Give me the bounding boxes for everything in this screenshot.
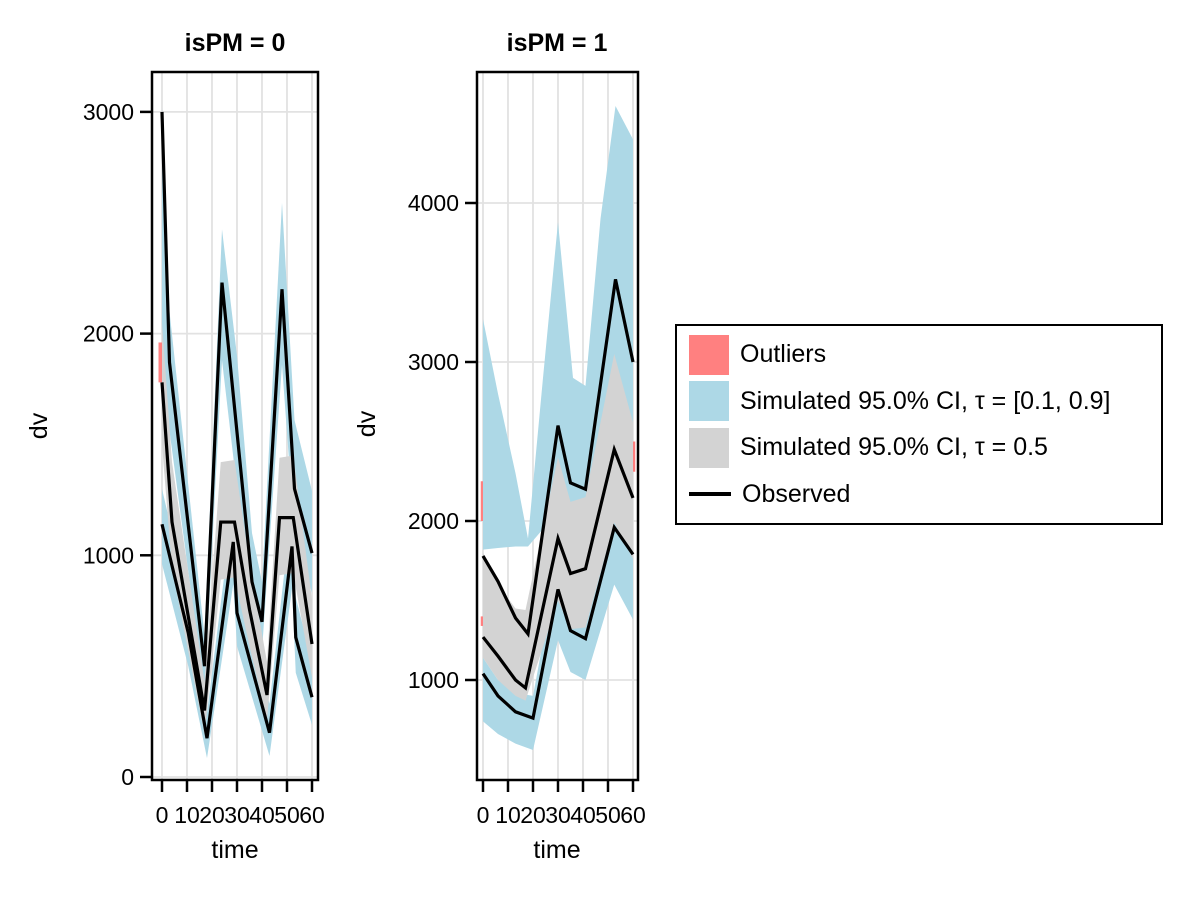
legend-item-label: Simulated 95.0% CI, τ = 0.5 [740, 433, 1048, 462]
observed-p90-line [481, 278, 635, 638]
legend-item-outliers: Outliers [689, 333, 1155, 377]
y-tick-label: 3000 [83, 99, 134, 125]
x-tick-label: 30 [545, 802, 571, 828]
x-tick-label: 20 [520, 802, 546, 828]
legend: Outliers Simulated 95.0% CI, τ = [0.1, 0… [675, 324, 1163, 525]
legend-item-ci-outer: Simulated 95.0% CI, τ = [0.1, 0.9] [689, 379, 1155, 423]
y-axis-label-left: dv [25, 412, 53, 440]
observed-line-swatch-icon [689, 492, 731, 497]
y-tick-label: 1000 [408, 667, 459, 693]
x-tick-label: 60 [620, 802, 646, 828]
x-tick-label: 30 [224, 802, 250, 828]
ci-median-swatch-icon [689, 427, 729, 468]
ci-outer-swatch-icon [689, 381, 729, 422]
y-tick-label: 2000 [408, 508, 459, 534]
y-tick-label: 3000 [408, 349, 459, 375]
x-tick-label: 50 [595, 802, 621, 828]
y-axis-label-right: dv [353, 410, 381, 438]
y-tick-label: 4000 [408, 190, 459, 216]
legend-item-label: Simulated 95.0% CI, τ = [0.1, 0.9] [740, 386, 1111, 415]
simulated-ci-tau-50-band [483, 354, 633, 701]
simulated-ci-tau-10-band [483, 481, 633, 750]
x-tick-label: 10 [495, 802, 521, 828]
outlier-mark [158, 342, 163, 383]
x-tick-label: 0 [477, 802, 490, 828]
simulated-ci-tau-90-band [483, 106, 633, 550]
legend-item-ci-median: Simulated 95.0% CI, τ = 0.5 [689, 426, 1155, 470]
x-tick-label: 0 [156, 802, 169, 828]
outlier-mark [480, 481, 484, 521]
y-tick-label: 2000 [83, 321, 134, 347]
outlier-mark [480, 616, 484, 626]
outliers-swatch-icon [689, 334, 729, 375]
facet-title-ispm-1: isPM = 1 [506, 29, 608, 57]
x-tick-label: 20 [199, 802, 225, 828]
observed-p50-line [481, 444, 635, 691]
x-axis-label-left: time [211, 836, 259, 864]
panel-frame [150, 70, 320, 782]
outlier-mark [632, 441, 636, 472]
x-tick-label: 40 [249, 802, 275, 828]
legend-item-observed: Observed [689, 472, 1155, 516]
observed-p10-line [481, 523, 635, 721]
legend-item-label: Observed [742, 479, 851, 508]
observed-p90-line [160, 111, 314, 667]
x-axis-label-right: time [533, 836, 581, 864]
x-tick-label: 60 [299, 802, 325, 828]
facet-title-ispm-0: isPM = 0 [184, 29, 286, 57]
observed-p50-line [160, 382, 314, 711]
legend-item-label: Outliers [740, 340, 827, 369]
y-tick-label: 0 [121, 764, 134, 790]
simulated-ci-tau-90-band [162, 107, 312, 693]
panel-ispm-1: 0 10 20 30 40 50 60 1000 2000 3000 4000 [408, 70, 646, 828]
y-tick-label: 1000 [83, 542, 134, 568]
observed-p10-line [160, 523, 314, 739]
x-tick-label: 50 [274, 802, 300, 828]
x-tick-label: 40 [570, 802, 596, 828]
x-tick-label: 10 [174, 802, 200, 828]
